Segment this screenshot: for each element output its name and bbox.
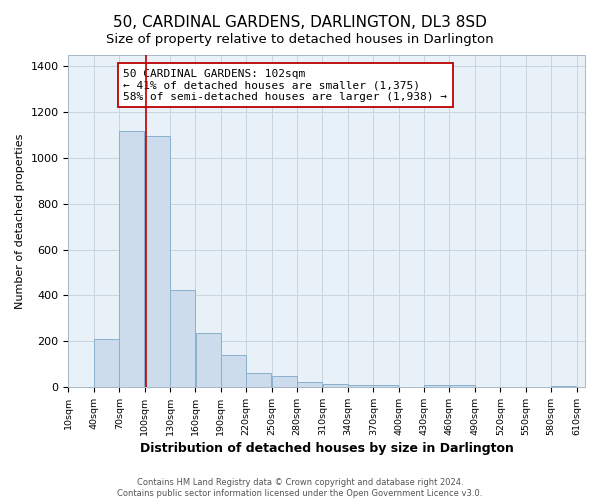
Y-axis label: Number of detached properties: Number of detached properties — [15, 134, 25, 308]
Text: Size of property relative to detached houses in Darlington: Size of property relative to detached ho… — [106, 32, 494, 46]
Bar — [272, 376, 297, 387]
Bar — [323, 384, 347, 387]
Bar — [247, 373, 271, 387]
Bar — [450, 384, 475, 387]
Text: Contains HM Land Registry data © Crown copyright and database right 2024.
Contai: Contains HM Land Registry data © Crown c… — [118, 478, 482, 498]
Bar — [145, 136, 170, 387]
X-axis label: Distribution of detached houses by size in Darlington: Distribution of detached houses by size … — [140, 442, 514, 455]
Bar — [94, 339, 119, 387]
Bar — [551, 386, 577, 387]
Bar — [297, 382, 322, 387]
Bar — [424, 384, 449, 387]
Bar — [196, 333, 221, 387]
Bar — [373, 385, 398, 387]
Bar — [119, 130, 145, 387]
Text: 50 CARDINAL GARDENS: 102sqm
← 41% of detached houses are smaller (1,375)
58% of : 50 CARDINAL GARDENS: 102sqm ← 41% of det… — [124, 68, 448, 102]
Text: 50, CARDINAL GARDENS, DARLINGTON, DL3 8SD: 50, CARDINAL GARDENS, DARLINGTON, DL3 8S… — [113, 15, 487, 30]
Bar — [170, 290, 195, 387]
Bar — [348, 384, 373, 387]
Bar — [221, 355, 246, 387]
